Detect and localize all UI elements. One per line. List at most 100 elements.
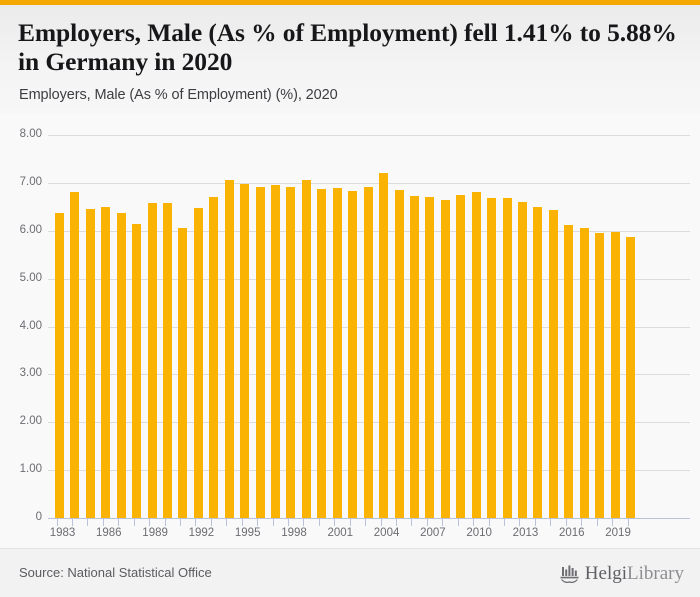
x-axis-tick <box>550 519 552 526</box>
bar[interactable] <box>317 188 327 518</box>
x-axis-tick <box>365 519 367 526</box>
bar[interactable] <box>471 191 481 518</box>
chart-header: Employers, Male (As % of Employment) fel… <box>0 5 700 113</box>
bar[interactable] <box>595 232 605 518</box>
chart-footer: Source: National Statistical Office Helg… <box>0 548 700 597</box>
x-axis-tick <box>504 519 506 526</box>
x-axis-tick <box>534 519 536 526</box>
x-axis-tick-label: 1995 <box>234 527 261 539</box>
page-subtitle: Employers, Male (As % of Employment) (%)… <box>19 87 338 103</box>
x-axis-tick <box>426 519 428 526</box>
bar[interactable] <box>626 236 635 518</box>
x-axis-tick <box>411 519 413 526</box>
bar[interactable] <box>332 187 342 518</box>
y-axis-tick-label: 7.00 <box>19 175 42 188</box>
bar-series <box>48 135 690 518</box>
bar[interactable] <box>178 228 188 518</box>
bar[interactable] <box>548 209 558 518</box>
x-axis-tick-label: 2010 <box>466 527 492 539</box>
x-axis-tick-label: 2019 <box>605 527 631 539</box>
bar[interactable] <box>517 202 527 518</box>
y-axis-tick-label: 5.00 <box>19 271 42 284</box>
x-axis-tick <box>473 519 475 526</box>
x-axis-tick <box>303 519 305 526</box>
y-axis-tick-label: 8.00 <box>19 128 42 140</box>
x-axis-tick-label: 2004 <box>373 527 400 539</box>
bar[interactable] <box>440 199 450 518</box>
x-axis-tick <box>334 519 336 526</box>
x-axis-tick <box>87 519 89 526</box>
chart-plot-area: 8.00 7.00 6.00 5.00 4.00 3.00 2.00 1.00 0 1983 19… <box>0 113 700 548</box>
helgi-library-logo[interactable]: HelgiLibrary <box>559 562 684 586</box>
bar[interactable] <box>487 198 497 518</box>
bar[interactable] <box>85 209 95 518</box>
bar[interactable] <box>193 207 203 518</box>
bar[interactable] <box>116 213 126 518</box>
bar[interactable] <box>209 197 219 518</box>
x-axis-tick <box>627 519 629 526</box>
bar[interactable] <box>363 186 373 518</box>
x-axis-tick <box>457 519 459 526</box>
bar[interactable] <box>255 186 265 518</box>
x-axis-tick-label: 1986 <box>96 527 122 539</box>
y-axis-tick-label: 4.00 <box>19 319 42 332</box>
x-axis-tick <box>287 519 289 526</box>
x-axis-tick <box>581 519 583 526</box>
bar[interactable] <box>132 224 142 518</box>
x-axis-tick-label: 2013 <box>512 527 539 539</box>
bar[interactable] <box>224 180 234 518</box>
x-axis-line <box>48 518 690 519</box>
bar[interactable] <box>409 196 419 518</box>
x-axis-tick <box>133 519 135 526</box>
bar[interactable] <box>271 185 281 518</box>
x-axis-tick <box>396 519 398 526</box>
top-accent-bar <box>0 0 700 5</box>
x-axis-tick <box>56 519 58 526</box>
x-axis-tick <box>380 519 382 526</box>
bar[interactable] <box>610 232 620 518</box>
bar[interactable] <box>348 191 358 518</box>
bar[interactable] <box>579 228 589 518</box>
bar[interactable] <box>564 225 574 518</box>
y-axis-labels: 8.00 7.00 6.00 5.00 4.00 3.00 2.00 1.00 0 <box>0 128 42 523</box>
x-axis-tick <box>318 519 320 526</box>
x-axis-tick <box>241 519 243 526</box>
x-axis-tick <box>71 519 73 526</box>
y-axis-tick-label: 2.00 <box>19 415 42 428</box>
x-axis-tick <box>612 519 614 526</box>
bar[interactable] <box>70 192 80 518</box>
y-axis-tick-label: 6.00 <box>19 223 42 236</box>
x-axis-tick-label: 1992 <box>188 527 215 539</box>
y-axis-tick-label: 1.00 <box>19 463 42 476</box>
x-axis-tick <box>195 519 197 526</box>
x-axis-tick <box>257 519 259 526</box>
bar[interactable] <box>425 197 435 518</box>
x-axis-tick <box>442 519 444 526</box>
bar[interactable] <box>147 202 157 518</box>
bar[interactable] <box>456 194 466 518</box>
bar[interactable] <box>301 180 311 518</box>
logo-text: HelgiLibrary <box>585 563 684 585</box>
source-label: Source: National Statistical Office <box>19 565 212 580</box>
bars-layer <box>48 135 690 518</box>
logo-text-secondary: Library <box>627 563 684 584</box>
bar[interactable] <box>101 206 111 518</box>
bar[interactable] <box>533 206 543 518</box>
bar[interactable] <box>163 203 173 518</box>
x-axis-tick-label: 2007 <box>420 527 446 539</box>
bar[interactable] <box>55 212 64 518</box>
x-axis-tick <box>179 519 181 526</box>
gridline <box>48 182 690 184</box>
library-book-chart-icon <box>560 565 579 584</box>
x-axis-tick-label: 1998 <box>281 527 307 539</box>
bar[interactable] <box>394 190 404 518</box>
x-axis-tick <box>164 519 166 526</box>
y-axis-tick-label: 0 <box>35 511 42 523</box>
x-axis-tick-label: 2001 <box>327 527 354 539</box>
bar[interactable] <box>240 184 250 518</box>
bar[interactable] <box>286 186 296 518</box>
x-axis-tick <box>565 519 567 526</box>
bar[interactable] <box>502 198 512 518</box>
bar[interactable] <box>379 173 389 518</box>
